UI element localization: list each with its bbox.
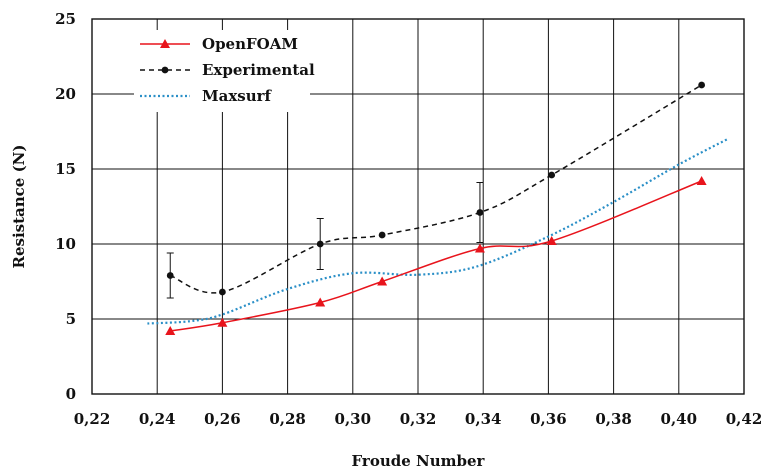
- x-tick-label: 0,42: [726, 410, 763, 428]
- data-point-openfoam: [217, 317, 228, 327]
- legend-label-experimental: Experimental: [202, 61, 315, 79]
- legend-item-experimental: Experimental: [140, 61, 315, 79]
- legend-marker: [160, 39, 170, 48]
- x-tick-label: 0,40: [661, 410, 698, 428]
- y-tick-label: 20: [55, 85, 76, 103]
- x-tick-label: 0,32: [400, 410, 437, 428]
- data-point-openfoam: [315, 297, 326, 307]
- plot-frame: [91, 18, 745, 395]
- data-point-openfoam: [696, 176, 707, 185]
- x-tick-label: 0,36: [530, 410, 567, 428]
- series-line-maxsurf: [147, 138, 729, 325]
- legend-label-maxsurf: Maxsurf: [202, 87, 273, 105]
- series-maxsurf: [147, 138, 729, 325]
- series-experimental: [166, 81, 706, 299]
- data-point-experimental: [316, 240, 324, 248]
- data-point-openfoam: [546, 236, 557, 245]
- y-tick-labels: 0 5 10 15 20 25: [55, 10, 76, 403]
- series-openfoam: [165, 176, 707, 335]
- x-tick-label: 0,28: [269, 410, 306, 428]
- data-point-experimental: [548, 171, 556, 179]
- y-tick-label: 25: [55, 10, 76, 28]
- legend-label-openfoam: OpenFOAM: [202, 35, 298, 53]
- series-layer: [147, 81, 729, 335]
- y-axis-title: Resistance (N): [10, 145, 28, 269]
- data-point-openfoam: [165, 326, 176, 335]
- x-tick-label: 0,26: [204, 410, 241, 428]
- y-tick-label: 15: [55, 160, 76, 178]
- legend-swatch-openfoam: [140, 39, 190, 48]
- x-tick-label: 0,22: [74, 410, 111, 428]
- x-axis-title: Froude Number: [352, 452, 486, 470]
- x-tick-labels: 0,22 0,24 0,26 0,28 0,30 0,32 0,34 0,36 0,38 0,40…: [74, 410, 763, 428]
- x-tick-label: 0,34: [465, 410, 502, 428]
- data-point-openfoam: [474, 243, 485, 253]
- data-point-experimental: [166, 272, 174, 279]
- legend-marker: [161, 66, 169, 74]
- y-tick-label: 5: [66, 310, 76, 328]
- legend-item-openfoam: OpenFOAM: [140, 35, 298, 53]
- legend: OpenFOAM Experimental Maxsurf: [134, 30, 315, 112]
- data-point-experimental: [378, 231, 386, 239]
- data-point-openfoam: [377, 276, 388, 286]
- legend-item-maxsurf: Maxsurf: [140, 87, 273, 105]
- series-line-openfoam: [170, 180, 702, 332]
- x-tick-label: 0,30: [335, 410, 372, 428]
- data-point-experimental: [476, 209, 484, 216]
- data-point-experimental: [698, 81, 706, 89]
- data-point-experimental: [219, 288, 226, 296]
- legend-swatch-experimental: [140, 66, 190, 74]
- x-tick-label: 0,38: [595, 410, 632, 428]
- x-tick-label: 0,24: [139, 410, 176, 428]
- y-tick-label: 10: [55, 235, 76, 253]
- y-tick-label: 0: [66, 385, 76, 403]
